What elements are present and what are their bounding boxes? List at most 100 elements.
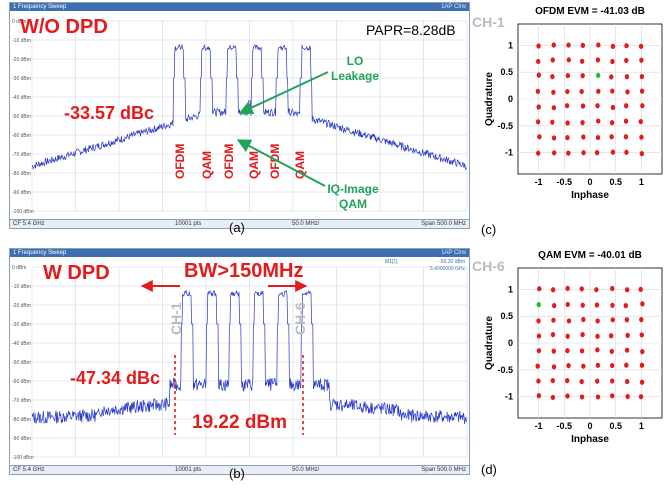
constellation-point bbox=[581, 150, 586, 156]
constellation-point bbox=[551, 150, 557, 156]
constellation-point bbox=[595, 103, 600, 109]
lo-label-line1: LO bbox=[346, 54, 364, 68]
y-tick-label: 0.5 bbox=[500, 67, 513, 77]
constellation-ofdm: OFDM EVM = -41.03 dB -1 -0.5 0 0.5 1 1 0.5 0 -0.5… bbox=[484, 6, 663, 201]
constellation-qam: QAM EVM = -40.01 dB -1 -0.5 0 0.5 1 1 0.5 0 -0.5 -… bbox=[484, 250, 663, 445]
constellation-point bbox=[580, 332, 585, 338]
constellation-point bbox=[625, 89, 630, 95]
dbc-label-b: -47.34 dBc bbox=[70, 368, 161, 388]
marker-freq: 5.4000000 GHz bbox=[429, 266, 465, 272]
y-tick-label: 0 dBm bbox=[12, 19, 26, 25]
constellation-point bbox=[580, 302, 585, 308]
constellation-point bbox=[536, 333, 542, 339]
footer-cf: CF 5.4 GHz bbox=[13, 467, 45, 473]
footer-div: 50.0 MHz/ bbox=[292, 221, 320, 227]
constellation-point bbox=[625, 378, 630, 385]
constellation-point bbox=[594, 302, 600, 308]
constellation-point bbox=[624, 362, 629, 368]
constellation-point bbox=[536, 43, 541, 49]
constellation-point bbox=[565, 393, 570, 399]
panel-a-titlebar: 1 Frequency Sweep 1AP Clrw bbox=[10, 3, 469, 11]
constellation-point bbox=[639, 362, 645, 368]
y-tick-label: -50 dBm bbox=[12, 114, 31, 120]
spectrum-plot-a: 0 dBm -10 dBm -20 dBm -30 dBm -40 dBm -50 dBm… bbox=[12, 19, 468, 215]
sublabel-a: (a) bbox=[229, 220, 245, 235]
y-tick-label: 1 bbox=[508, 40, 513, 50]
constellation-point bbox=[551, 42, 556, 48]
constellation-point bbox=[596, 88, 601, 94]
x-tick-label: -1 bbox=[535, 177, 543, 187]
y-tick-label: -20 dBm bbox=[12, 57, 31, 63]
constellation-point bbox=[640, 301, 645, 307]
heading-w-dpd: W DPD bbox=[43, 262, 110, 284]
constellation-point bbox=[580, 42, 586, 48]
y-tick-label: -20 dBm bbox=[12, 303, 31, 309]
constellation-point bbox=[535, 363, 540, 369]
constellation-point bbox=[565, 301, 570, 308]
panel-a-title: 1 Frequency Sweep bbox=[13, 4, 67, 10]
constellation-point bbox=[566, 42, 571, 48]
ch6-label: CH-6 bbox=[472, 258, 505, 274]
x-tick-label: 1 bbox=[639, 177, 644, 187]
constellation-point bbox=[579, 394, 585, 400]
constellation-point bbox=[565, 120, 570, 126]
constellation-point bbox=[624, 57, 629, 64]
constellation-point bbox=[550, 73, 555, 80]
heading-wo-dpd: W/O DPD bbox=[20, 16, 108, 38]
constellation-point bbox=[639, 88, 645, 94]
y-tick-label: 0 dBm bbox=[12, 265, 26, 271]
constellation-point bbox=[610, 88, 615, 94]
constellation-point bbox=[594, 150, 600, 156]
constellation-point bbox=[595, 318, 600, 324]
y-axis-label: Quadrature bbox=[484, 316, 495, 370]
panel-a-footer: CF 5.4 GHz 10001 pts 50.0 MHz/ Span 500.… bbox=[10, 219, 469, 228]
marker-id: M1[1] bbox=[385, 259, 398, 265]
constellation-point bbox=[610, 362, 615, 369]
constellation-point bbox=[610, 317, 615, 323]
constellation-point bbox=[609, 74, 614, 80]
constellation-point bbox=[536, 104, 541, 110]
spectrum-panel-a: 1 Frequency Sweep 1AP Clrw 0 dBm -10 dBm -… bbox=[9, 2, 470, 229]
x-tick-label: 0.5 bbox=[609, 421, 622, 431]
constellation-point bbox=[639, 57, 644, 63]
y-tick-label: -80 dBm bbox=[12, 171, 31, 177]
y-tick-label: -60 dBm bbox=[12, 133, 31, 139]
y-tick-label: -90 dBm bbox=[12, 190, 31, 196]
y-tick-label: 0 bbox=[508, 94, 513, 104]
constellation-point bbox=[565, 88, 570, 95]
power-label: 19.22 dBm bbox=[192, 412, 288, 433]
footer-span: Span 500.0 MHz bbox=[421, 467, 466, 473]
x-tick-label: -1 bbox=[535, 421, 543, 431]
constellation-point bbox=[581, 363, 586, 369]
constellation-point bbox=[551, 364, 557, 370]
y-tick-label: -30 dBm bbox=[12, 76, 31, 82]
constellation-point bbox=[595, 57, 601, 63]
panel-a-title-right: 1AP Clrw bbox=[441, 4, 466, 10]
y-tick-label: -0.5 bbox=[497, 365, 513, 375]
y-tick-label: -10 dBm bbox=[12, 284, 31, 290]
sublabel-c: (c) bbox=[481, 222, 497, 237]
constellation-point bbox=[536, 302, 541, 308]
panel-b-titlebar: 1 Frequency Sweep 1AP Clrw bbox=[10, 249, 469, 257]
constellation-point bbox=[551, 135, 557, 141]
constellation-point bbox=[536, 393, 542, 399]
constellation-point bbox=[639, 317, 644, 323]
footer-cf: CF 5.4 GHz bbox=[13, 221, 45, 227]
iq-image-arrow bbox=[236, 139, 326, 187]
marker-level: -50.20 dBm bbox=[439, 259, 465, 265]
constellation-point bbox=[551, 89, 556, 95]
constellation-point bbox=[624, 317, 630, 323]
constellation-point bbox=[596, 118, 601, 124]
constellation-title: OFDM EVM = -41.03 dB bbox=[535, 6, 645, 17]
constellation-point bbox=[537, 134, 542, 140]
constellation-point bbox=[536, 378, 541, 384]
constellation-point bbox=[535, 119, 541, 125]
y-axis-label: Quadrature bbox=[484, 72, 495, 126]
y-tick-label: -100 dBm bbox=[12, 209, 34, 215]
x-tick-label: -0.5 bbox=[557, 177, 573, 187]
sublabel-b: (b) bbox=[229, 466, 245, 481]
constellation-point bbox=[581, 316, 586, 323]
constellation-point bbox=[638, 43, 644, 49]
constellation-point bbox=[550, 377, 555, 384]
y-tick-label: 0 bbox=[508, 338, 513, 348]
